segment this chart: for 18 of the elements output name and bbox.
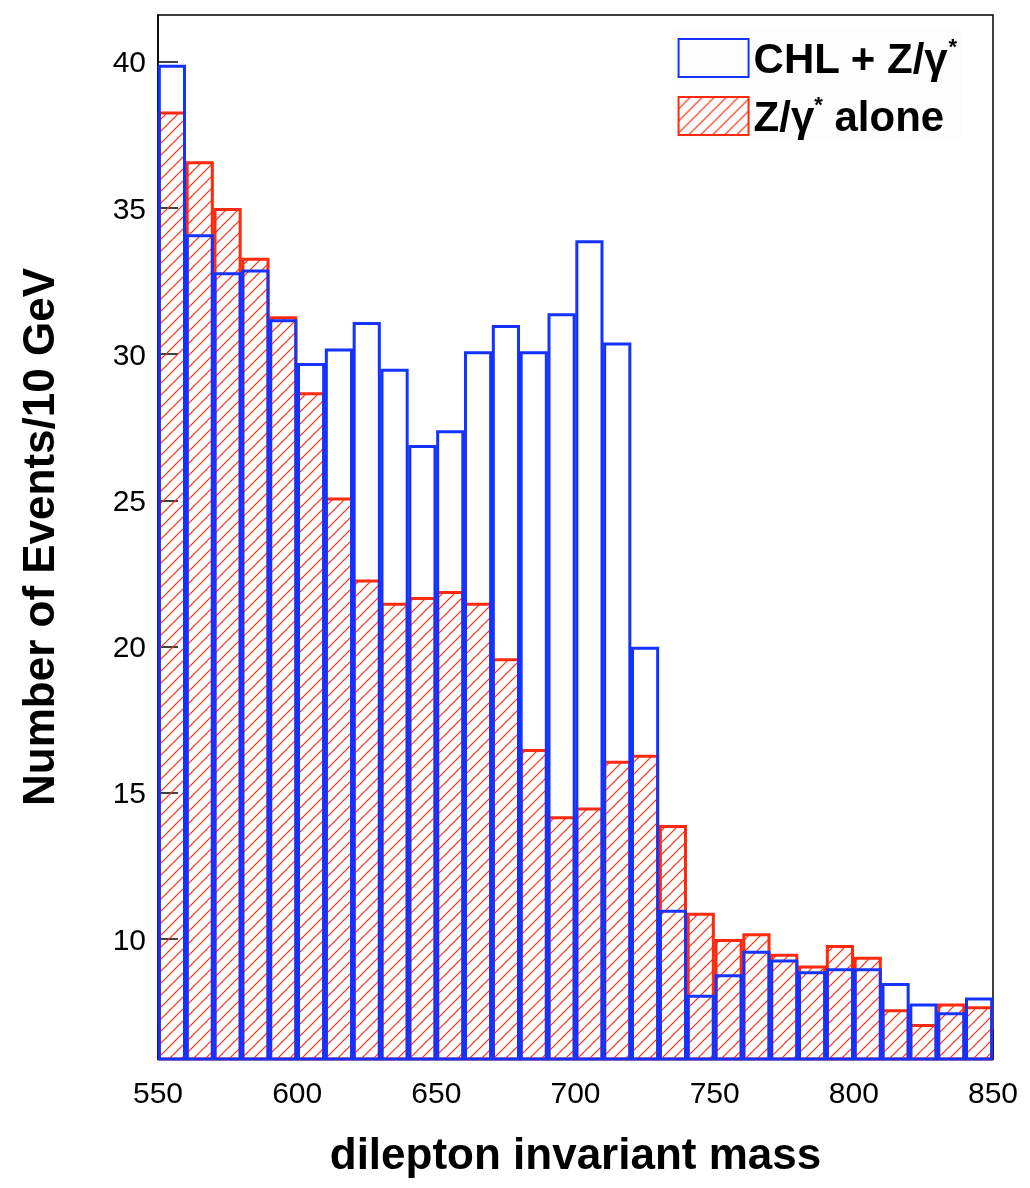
x-axis-title: dilepton invariant mass <box>329 1128 822 1178</box>
x-tick-label: 750 <box>689 1075 740 1109</box>
legend-label: Z/γ* alone <box>753 91 945 140</box>
x-tick-label: 550 <box>132 1075 184 1109</box>
y-tick-label: 25 <box>112 483 146 517</box>
y-tick-label: 20 <box>112 630 146 664</box>
x-tick-label: 800 <box>828 1075 879 1109</box>
x-tick-label: 850 <box>967 1075 1019 1109</box>
y-tick-label: 15 <box>112 776 146 810</box>
y-tick-label: 40 <box>112 45 146 79</box>
legend-label: CHL + Z/γ* <box>753 33 958 82</box>
x-tick-label: 700 <box>550 1075 601 1109</box>
x-tick-label: 650 <box>411 1075 462 1109</box>
y-tick-label: 30 <box>112 337 146 371</box>
x-tick-label: 600 <box>272 1075 323 1109</box>
y-tick-label: 35 <box>112 191 146 225</box>
y-tick-label: 10 <box>112 922 146 956</box>
y-axis-title: Number of Events/10 GeV <box>13 267 63 806</box>
